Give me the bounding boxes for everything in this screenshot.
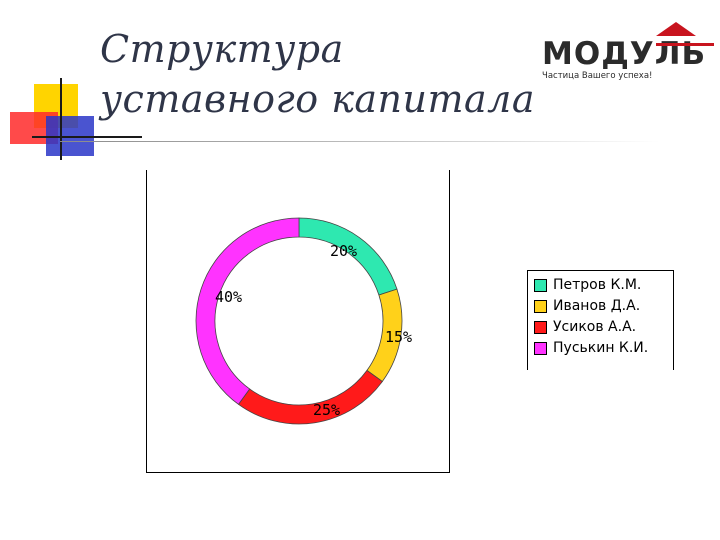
legend-swatch-magenta bbox=[534, 342, 547, 355]
slide-title: Структура уставного капитала bbox=[100, 27, 536, 121]
logo-roof-shape bbox=[656, 22, 696, 36]
decor-vertical-line bbox=[60, 78, 62, 160]
donut-chart: 20% 15% 25% 40% bbox=[195, 217, 412, 425]
legend-item: Пуськин К.И. bbox=[534, 338, 673, 359]
legend-swatch-red bbox=[534, 321, 547, 334]
data-label: 15% bbox=[385, 328, 412, 346]
legend-item: Иванов Д.А. bbox=[534, 296, 673, 317]
modul-logo: МОДУЛЬ Частица Вашего успеха! bbox=[540, 22, 716, 81]
svg-text:Частица Вашего успеха!: Частица Вашего успеха! bbox=[542, 71, 652, 81]
title-underline bbox=[60, 141, 660, 142]
legend-item: Усиков А.А. bbox=[534, 317, 673, 338]
chart-legend: Петров К.М. Иванов Д.А. Усиков А.А. Пусь… bbox=[527, 270, 674, 370]
data-label: 25% bbox=[313, 401, 340, 419]
decor-horizontal-line bbox=[32, 136, 142, 138]
legend-label: Пуськин К.И. bbox=[553, 340, 649, 356]
legend-label: Петров К.М. bbox=[553, 277, 642, 293]
data-label: 20% bbox=[330, 242, 357, 260]
ring-segment-usikov bbox=[237, 369, 383, 425]
chart-area: 20% 15% 25% 40% bbox=[146, 170, 450, 473]
legend-label: Иванов Д.А. bbox=[553, 298, 641, 314]
legend-label: Усиков А.А. bbox=[553, 319, 637, 335]
legend-item: Петров К.М. bbox=[534, 275, 673, 296]
ring-segment-puskin bbox=[195, 217, 300, 405]
legend-swatch-green bbox=[534, 279, 547, 292]
svg-text:МОДУЛЬ: МОДУЛЬ bbox=[542, 36, 706, 72]
legend-swatch-yellow bbox=[534, 300, 547, 313]
data-label: 40% bbox=[215, 288, 242, 306]
